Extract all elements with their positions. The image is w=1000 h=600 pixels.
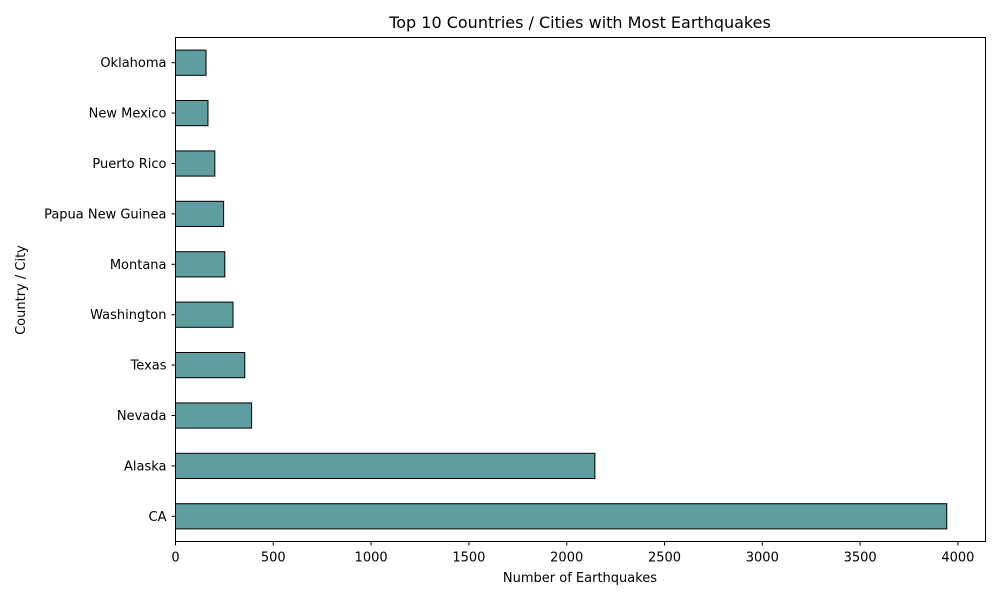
bar-ca — [175, 503, 948, 530]
x-tick-label: 1500 — [452, 551, 485, 566]
bar-alaska — [175, 452, 596, 479]
bar-montana — [175, 251, 226, 278]
y-tick-label: CA — [149, 510, 167, 525]
y-tick-label: Alaska — [124, 459, 167, 474]
y-tick-label: New Mexico — [89, 107, 167, 122]
bar-nevada — [175, 402, 253, 429]
bar-texas — [175, 352, 246, 379]
x-tick-label: 0 — [171, 551, 179, 566]
bars-group — [175, 49, 948, 530]
x-tick-label: 500 — [261, 551, 286, 566]
bar-new-mexico — [175, 100, 209, 127]
y-tick-label: Oklahoma — [100, 56, 166, 71]
bar-papua-new-guinea — [175, 200, 225, 228]
x-tick-label: 3000 — [746, 551, 779, 566]
y-axis-ticks: CA Alaska Nevada Texas Washington Montana Papu… — [44, 56, 176, 525]
x-tick-label: 3500 — [844, 551, 877, 566]
x-tick-label: 2500 — [648, 551, 681, 566]
x-axis-ticks: 0 500 1000 1500 2000 2500 3000 3500 4000 — [171, 541, 974, 566]
bar-puerto-rico — [175, 150, 216, 177]
bar-oklahoma — [175, 49, 207, 76]
x-tick-label: 4000 — [941, 551, 974, 566]
y-axis-label: Country / City — [14, 245, 29, 335]
y-tick-label: Puerto Rico — [92, 157, 166, 172]
x-axis-label: Number of Earthquakes — [503, 571, 657, 586]
y-tick-label: Montana — [110, 258, 167, 273]
y-tick-label: Washington — [90, 308, 166, 323]
y-tick-label: Papua New Guinea — [44, 207, 166, 222]
y-tick-label: Texas — [130, 359, 167, 374]
x-tick-label: 1000 — [355, 551, 388, 566]
plot-frame — [175, 37, 986, 542]
x-tick-label: 2000 — [550, 551, 583, 566]
bar-washington — [175, 301, 234, 328]
y-tick-label: Nevada — [117, 409, 167, 424]
chart-title: Top 10 Countries / Cities with Most Eart… — [388, 13, 771, 32]
